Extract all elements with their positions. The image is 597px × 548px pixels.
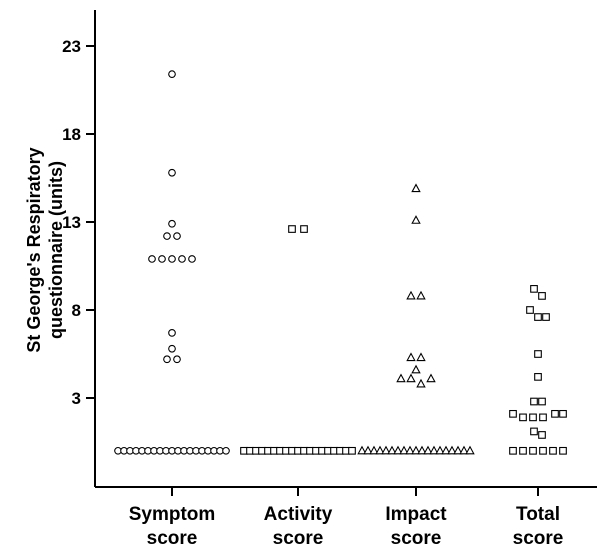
data-point-square bbox=[529, 446, 537, 455]
data-point-triangle bbox=[411, 215, 421, 224]
data-point-triangle bbox=[447, 445, 457, 455]
data-point-triangle bbox=[357, 445, 367, 455]
data-point-circle bbox=[173, 232, 181, 240]
data-point-circle bbox=[163, 232, 171, 240]
data-point-triangle bbox=[381, 445, 391, 455]
data-point-circle bbox=[168, 255, 176, 263]
x-category-label: Activity bbox=[264, 504, 333, 525]
data-point-triangle bbox=[375, 445, 385, 455]
data-point-triangle bbox=[423, 445, 433, 455]
data-point-triangle bbox=[396, 373, 406, 383]
data-point-circle bbox=[168, 344, 176, 353]
y-tick-label: 23 bbox=[62, 37, 81, 56]
data-point-square bbox=[530, 285, 538, 293]
data-point-square bbox=[526, 306, 534, 314]
x-category-label: Total bbox=[516, 504, 560, 525]
data-point-triangle bbox=[465, 445, 475, 455]
data-point-triangle bbox=[399, 445, 409, 455]
data-point-square bbox=[288, 225, 296, 233]
x-category-label: score bbox=[147, 528, 198, 548]
data-point-square bbox=[529, 413, 537, 422]
data-point-square bbox=[534, 350, 542, 358]
data-point-square bbox=[530, 397, 538, 406]
data-point-square bbox=[559, 446, 567, 455]
data-point-circle bbox=[178, 255, 186, 263]
data-point-triangle bbox=[363, 445, 373, 455]
data-point-square bbox=[509, 409, 517, 418]
data-point-triangle bbox=[435, 445, 445, 455]
data-point-square bbox=[551, 409, 559, 418]
data-point-circle bbox=[168, 329, 176, 337]
y-tick-label: 13 bbox=[62, 213, 81, 232]
data-point-circle bbox=[168, 70, 176, 79]
data-point-square bbox=[542, 313, 550, 321]
data-point-square bbox=[519, 413, 527, 422]
data-point-circle bbox=[173, 355, 181, 364]
data-point-square bbox=[348, 446, 356, 455]
data-point-triangle bbox=[393, 445, 403, 455]
data-point-triangle bbox=[416, 290, 426, 300]
x-ticks: Symptom score Activity score Impact score Tota… bbox=[129, 487, 564, 548]
data-point-triangle bbox=[453, 445, 463, 455]
data-point-circle bbox=[148, 255, 156, 263]
data-point-triangle bbox=[416, 352, 426, 362]
x-category-label: score bbox=[391, 528, 442, 548]
data-point-circle bbox=[168, 168, 176, 177]
data-point-square bbox=[509, 446, 517, 455]
data-point-triangle bbox=[387, 445, 397, 455]
data-point-square bbox=[549, 446, 557, 455]
data-point-triangle bbox=[426, 373, 436, 383]
data-point-square bbox=[559, 409, 567, 418]
x-category-label: score bbox=[273, 528, 324, 548]
data-point-circle bbox=[168, 219, 176, 228]
x-category-label: Impact bbox=[385, 504, 447, 525]
data-point-triangle bbox=[416, 378, 426, 388]
data-point-square bbox=[519, 446, 527, 455]
data-point-square bbox=[300, 225, 308, 233]
data-point-square bbox=[530, 427, 538, 436]
data-point-square bbox=[538, 397, 546, 406]
y-tick-label: 18 bbox=[62, 125, 81, 144]
data-point-triangle bbox=[429, 445, 439, 455]
x-category-label: Symptom bbox=[129, 504, 216, 525]
data-point-triangle bbox=[405, 445, 415, 455]
data-point-square bbox=[534, 313, 542, 321]
data-point-circle bbox=[188, 255, 196, 263]
data-point-circle bbox=[163, 355, 171, 364]
data-point-triangle bbox=[411, 364, 421, 374]
data-point-triangle bbox=[441, 445, 451, 455]
y-axis-title: St George's Respiratory questionnaire (u… bbox=[24, 147, 66, 352]
data-point-square bbox=[534, 373, 542, 381]
data-point-triangle bbox=[406, 352, 416, 362]
data-point-triangle bbox=[369, 445, 379, 455]
y-tick-label: 8 bbox=[72, 301, 81, 320]
axes bbox=[94, 10, 597, 488]
data-point-triangle bbox=[406, 373, 416, 383]
data-point-square bbox=[539, 446, 547, 455]
y-tick-label: 3 bbox=[72, 389, 81, 408]
data-point-triangle bbox=[411, 445, 421, 455]
data-point-circle bbox=[158, 255, 166, 263]
data-points bbox=[114, 70, 567, 455]
data-point-triangle bbox=[417, 445, 427, 455]
data-point-square bbox=[539, 413, 547, 422]
data-point-square bbox=[538, 431, 546, 439]
y-ticks: 3 8 13 18 23 bbox=[62, 37, 95, 408]
y-axis-title-line-1: St George's Respiratory bbox=[24, 147, 44, 352]
data-point-triangle bbox=[411, 183, 421, 193]
data-point-triangle bbox=[459, 445, 469, 455]
data-point-circle bbox=[222, 446, 230, 455]
x-category-label: score bbox=[513, 528, 564, 548]
data-point-triangle bbox=[406, 290, 416, 300]
y-axis-title-line-2: questionnaire (units) bbox=[46, 161, 66, 339]
data-point-square bbox=[538, 292, 546, 300]
